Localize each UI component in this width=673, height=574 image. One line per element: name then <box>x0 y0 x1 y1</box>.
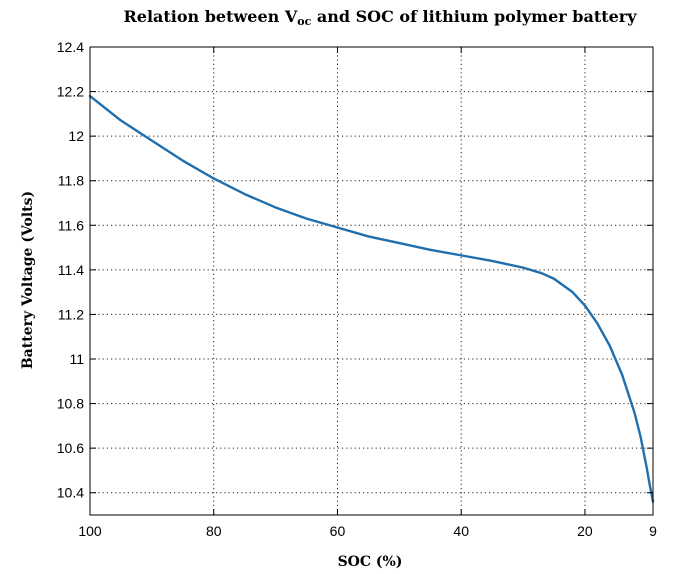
grid-lines <box>90 47 653 515</box>
chart-title-subscript: oc <box>297 15 311 28</box>
y-tick-label: 10.6 <box>57 440 84 456</box>
y-tick-label: 12.2 <box>57 84 84 100</box>
x-tick-label: 20 <box>577 523 593 539</box>
y-tick-label: 12 <box>68 128 84 144</box>
x-tick-label: 40 <box>453 523 469 539</box>
chart-title-prefix: Relation between V <box>123 7 297 26</box>
y-tick-labels: 10.4 10.6 10.8 11 11.2 11.4 11.6 11.8 12 12.2 12.4 <box>57 39 84 501</box>
y-tick-label: 10.4 <box>57 485 84 501</box>
x-tick-label: 80 <box>206 523 222 539</box>
y-tick-label: 11 <box>69 351 84 367</box>
y-tick-label: 11.4 <box>58 262 84 278</box>
x-tick-label: 60 <box>330 523 346 539</box>
x-tick-labels: 100 80 60 40 20 9 <box>78 523 657 539</box>
chart-title-suffix: and SOC of lithium polymer battery <box>311 7 637 26</box>
y-tick-label: 11.8 <box>58 173 84 189</box>
x-tick-label: 100 <box>78 523 102 539</box>
tick-marks <box>89 46 654 515</box>
x-axis-label: SOC (%) <box>338 554 403 570</box>
x-tick-label: 9 <box>649 523 657 539</box>
y-tick-label: 12.4 <box>57 39 84 55</box>
chart-title: Relation between Voc and SOC of lithium … <box>123 7 637 28</box>
y-axis-label: Battery Voltage (Volts) <box>20 191 36 369</box>
y-tick-label: 11.6 <box>58 217 84 233</box>
y-tick-label: 11.2 <box>58 306 84 322</box>
series-layer <box>88 94 655 503</box>
y-tick-label: 10.8 <box>57 396 84 412</box>
plot-area-frame <box>89 46 654 516</box>
voltage-soc-curve <box>88 94 655 503</box>
